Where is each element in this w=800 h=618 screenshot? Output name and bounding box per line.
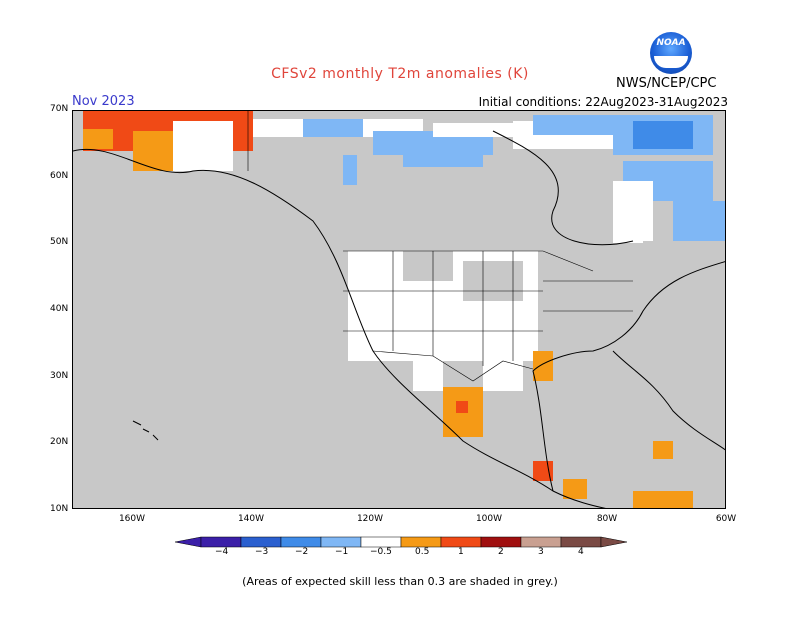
colorbar-cell [560,536,602,548]
initial-conditions: Initial conditions: 22Aug2023-31Aug2023 [478,95,728,109]
borders [247,111,633,382]
lon-label-100w: 100W [475,514,503,524]
colorbar-label: −1 [335,547,349,557]
colorbar-label: −3 [255,547,269,557]
anomaly-patches [83,111,725,508]
colorbar-label: 1 [458,547,464,557]
lat-label-60n: 60N [50,171,69,181]
coastlines [73,130,725,508]
colorbar-cell [240,536,282,548]
lat-label-50n: 50N [50,237,69,247]
lon-label-120w: 120W [356,514,384,524]
lat-label-20n: 20N [50,437,69,447]
colorbar-label: 3 [538,547,544,557]
agency-label: NWS/NCEP/CPC [616,76,717,91]
lat-label-30n: 30N [50,371,69,381]
anomaly-map [72,110,726,509]
colorbar-arrow-right [600,536,627,548]
colorbar-cell [480,536,522,548]
noaa-logo-text: NOAA [656,38,686,48]
colorbar-label: 0.5 [415,547,430,557]
colorbar-cell [440,536,482,548]
forecast-month: Nov 2023 [72,94,135,109]
colorbar-cell [360,536,402,548]
colorbar-label: −0.5 [370,547,392,557]
colorbar-cell [320,536,362,548]
colorbar [175,536,627,548]
colorbar-label: −2 [295,547,309,557]
colorbar-label: 2 [498,547,504,557]
map-canvas [73,111,725,508]
colorbar-arrow-left [175,536,202,548]
skill-footnote: (Areas of expected skill less than 0.3 a… [242,575,558,588]
colorbar-label: 4 [578,547,584,557]
lat-label-10n: 10N [50,504,69,514]
colorbar-cell [520,536,562,548]
lon-label-60w: 60W [715,514,737,524]
colorbar-cell [400,536,442,548]
lon-label-140w: 140W [237,514,265,524]
lat-label-70n: 70N [50,104,69,114]
colorbar-label: −4 [215,547,229,557]
colorbar-cell [200,536,242,548]
colorbar-cell [280,536,322,548]
noaa-logo [650,32,692,74]
lon-label-160w: 160W [118,514,146,524]
chart-title: CFSv2 monthly T2m anomalies (K) [271,66,529,82]
lon-label-80w: 80W [596,514,618,524]
lat-label-40n: 40N [50,304,69,314]
